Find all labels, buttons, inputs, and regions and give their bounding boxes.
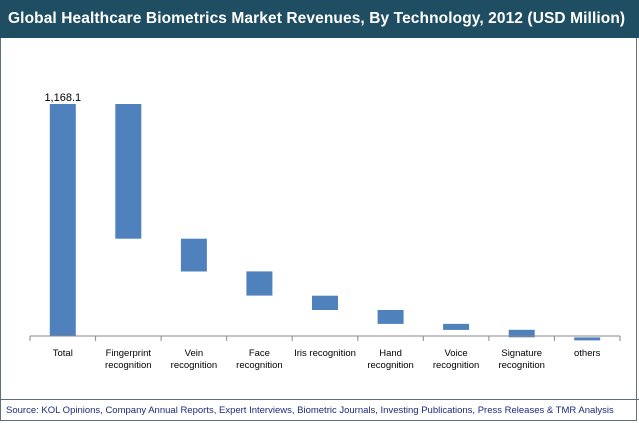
x-tick-label: Total	[53, 348, 73, 359]
total-data-label: 1,168.1	[44, 92, 81, 104]
bar-vein-recognition	[180, 238, 207, 272]
bar-face-recognition	[246, 271, 273, 296]
bar-iris-recognition	[312, 295, 338, 310]
bar-signature-recognition	[508, 329, 535, 338]
bar-others	[574, 337, 601, 341]
x-tick-label: Iris recognition	[294, 348, 356, 359]
x-tick-label: Signature recognition	[498, 348, 544, 371]
bar-fingerprint-recognition	[115, 104, 142, 239]
x-tick-label: Hand recognition	[367, 348, 413, 371]
x-axis-labels: Total Fingerprint recognition Vein recogniti…	[53, 348, 601, 371]
source-note: Source: KOL Opinions, Company Annual Rep…	[0, 399, 639, 423]
chart-title: Global Healthcare Biometrics Market Reve…	[8, 10, 626, 27]
x-tick-label: Vein recognition	[171, 348, 217, 371]
bar-total	[49, 104, 76, 336]
x-tick-label: Fingerprint recognition	[105, 348, 151, 371]
title-bar: Global Healthcare Biometrics Market Reve…	[0, 0, 639, 38]
x-tick-label: others	[574, 348, 601, 359]
x-tick-label: Voice recognition	[433, 348, 479, 371]
bar-hand-recognition	[377, 310, 404, 324]
bars-group	[49, 104, 601, 341]
bar-voice-recognition	[443, 323, 470, 330]
x-tick-label: Face recognition	[236, 348, 282, 371]
x-axis-ticks	[29, 336, 621, 341]
waterfall-chart: Total Fingerprint recognition Vein recogniti…	[29, 92, 621, 371]
